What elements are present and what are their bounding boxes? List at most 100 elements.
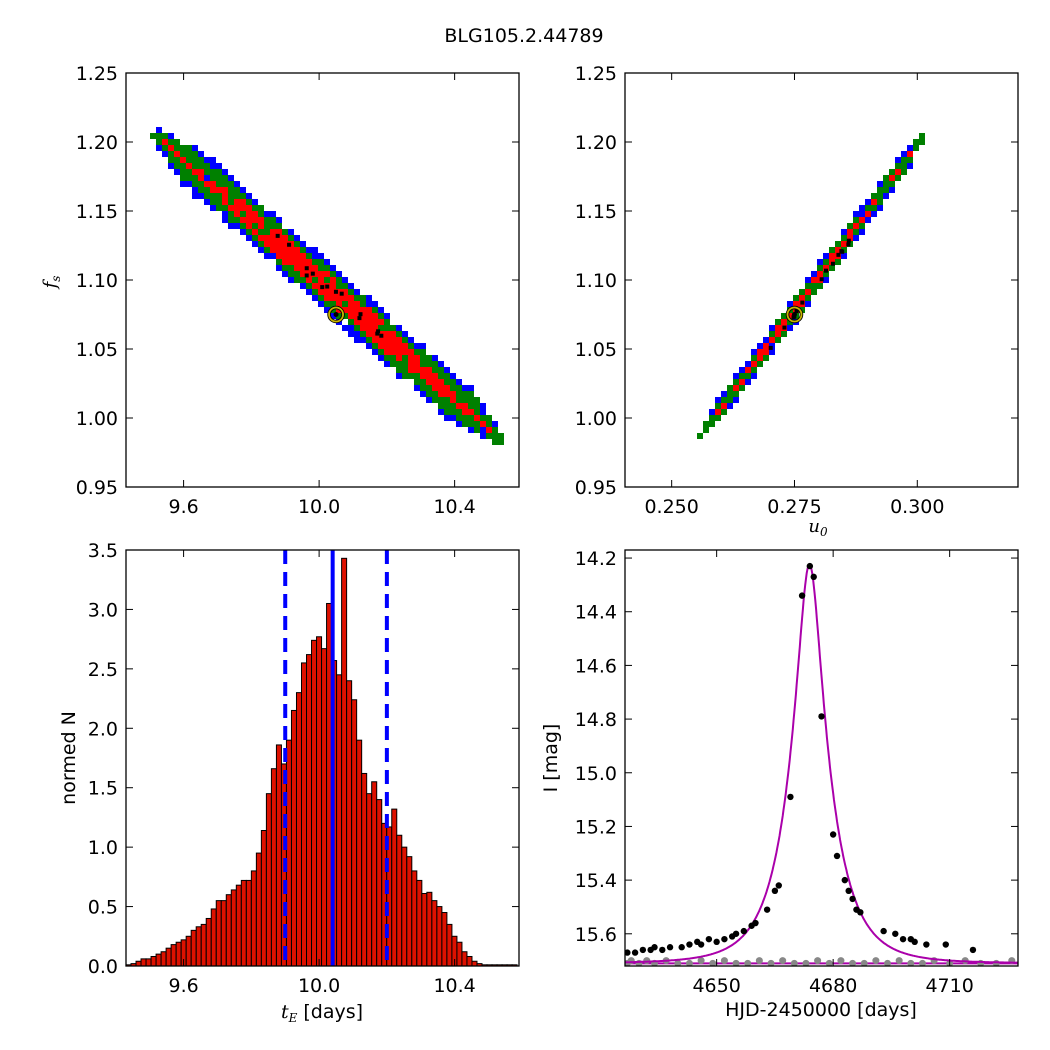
middle-contour-cell [186,175,192,181]
inner-contour-cell [414,355,420,361]
middle-contour-cell [480,415,486,421]
middle-contour-cell [913,139,919,145]
histogram-bar [426,891,433,967]
middle-contour-cell [336,283,342,289]
inner-contour-cell [372,325,378,331]
y-tick-label: 1.0 [88,837,118,859]
middle-contour-cell [168,139,174,145]
histogram-bar [371,781,378,967]
flat-data-point [872,957,880,965]
inner-contour-cell [240,199,246,205]
outer-contour-cell [763,337,769,343]
middle-contour-cell [450,385,456,391]
inner-contour-cell [378,319,384,325]
inner-contour-cell [294,265,300,271]
outer-contour-cell [366,295,372,301]
fs-tE-panel: 9.6 10.0 10.4 0.95 1.00 1.05 1.10 1.15 1.20 1.25 [76,63,520,518]
middle-contour-cell [907,157,913,163]
inner-contour-cell [378,343,384,349]
middle-contour-cell [228,187,234,193]
middle-contour-cell [829,247,835,253]
inner-contour-cell [408,355,414,361]
middle-contour-cell [342,283,348,289]
middle-contour-cell [252,223,258,229]
flat-data-point [802,959,810,966]
inner-contour-cell [276,229,282,235]
y-tick-label: 15.2 [575,816,617,838]
y-tick-label: 0.5 [88,897,118,919]
inner-contour-cell [775,331,781,337]
middle-contour-cell [432,397,438,403]
outer-contour-cell [853,235,859,241]
x-tick-label: 4680 [809,975,857,997]
outer-contour-cell [751,349,757,355]
middle-contour-cell [174,145,180,151]
outer-contour-cell [348,325,354,331]
middle-contour-cell [396,361,402,367]
outer-contour-cell [715,397,721,403]
middle-contour-cell [288,265,294,271]
middle-contour-cell [360,295,366,301]
middle-contour-cell [420,379,426,385]
histogram-bar [396,834,403,967]
data-point [666,944,674,951]
middle-contour-cell [462,391,468,397]
middle-contour-cell [426,391,432,397]
inner-contour-cell [354,313,360,319]
data-point [659,946,666,954]
histogram-bar [336,674,343,967]
middle-contour-cell [402,355,408,361]
middle-contour-cell [324,265,330,271]
middle-contour-cell [228,199,234,205]
histogram-bar [290,709,297,967]
y-tick-label: 1.10 [575,270,617,292]
inner-contour-cell [222,193,228,199]
inner-contour-cell [228,205,234,211]
sample-dot [304,273,309,278]
middle-contour-cell [727,391,733,397]
y-tick-label: 3.0 [88,599,118,621]
middle-contour-cell [378,325,384,331]
data-point [625,949,631,956]
outer-contour-cell [222,169,228,175]
inner-contour-cell [192,169,198,175]
x-tick-label: 10.4 [433,975,475,997]
outer-contour-cell [408,337,414,343]
inner-contour-cell [450,391,456,397]
middle-contour-cell [901,157,907,163]
middle-contour-cell [853,229,859,235]
outer-contour-cell [162,151,168,157]
histogram-bar [210,908,217,967]
outer-contour-cell [228,223,234,229]
data-point [705,935,713,943]
data-point [740,927,748,935]
inner-contour-cell [859,217,865,223]
outer-contour-cell [444,367,450,373]
sample-dot [794,309,799,314]
inner-contour-cell [444,391,450,397]
flat-data-point [907,959,915,966]
inner-contour-cell [330,277,336,283]
outer-contour-cell [324,259,330,265]
inner-contour-cell [198,169,204,175]
flat-data-point [918,959,926,966]
inner-contour-cell [811,277,817,283]
middle-contour-cell [823,271,829,277]
middle-contour-cell [895,175,901,181]
middle-contour-cell [312,289,318,295]
histogram-bar [195,926,202,967]
middle-contour-cell [739,373,745,379]
inner-contour-cell [847,235,853,241]
outer-contour-cell [438,361,444,367]
inner-contour-cell [324,271,330,277]
data-point [818,713,825,720]
inner-contour-cell [408,367,414,373]
middle-contour-cell [456,385,462,391]
ylabel-fs: fs [40,276,63,291]
outer-contour-cell [354,331,360,337]
middle-contour-cell [444,373,450,379]
middle-contour-cell [204,187,210,193]
outer-contour-cell [426,397,432,403]
outer-contour-cell [468,427,474,433]
outer-contour-cell [210,157,216,163]
